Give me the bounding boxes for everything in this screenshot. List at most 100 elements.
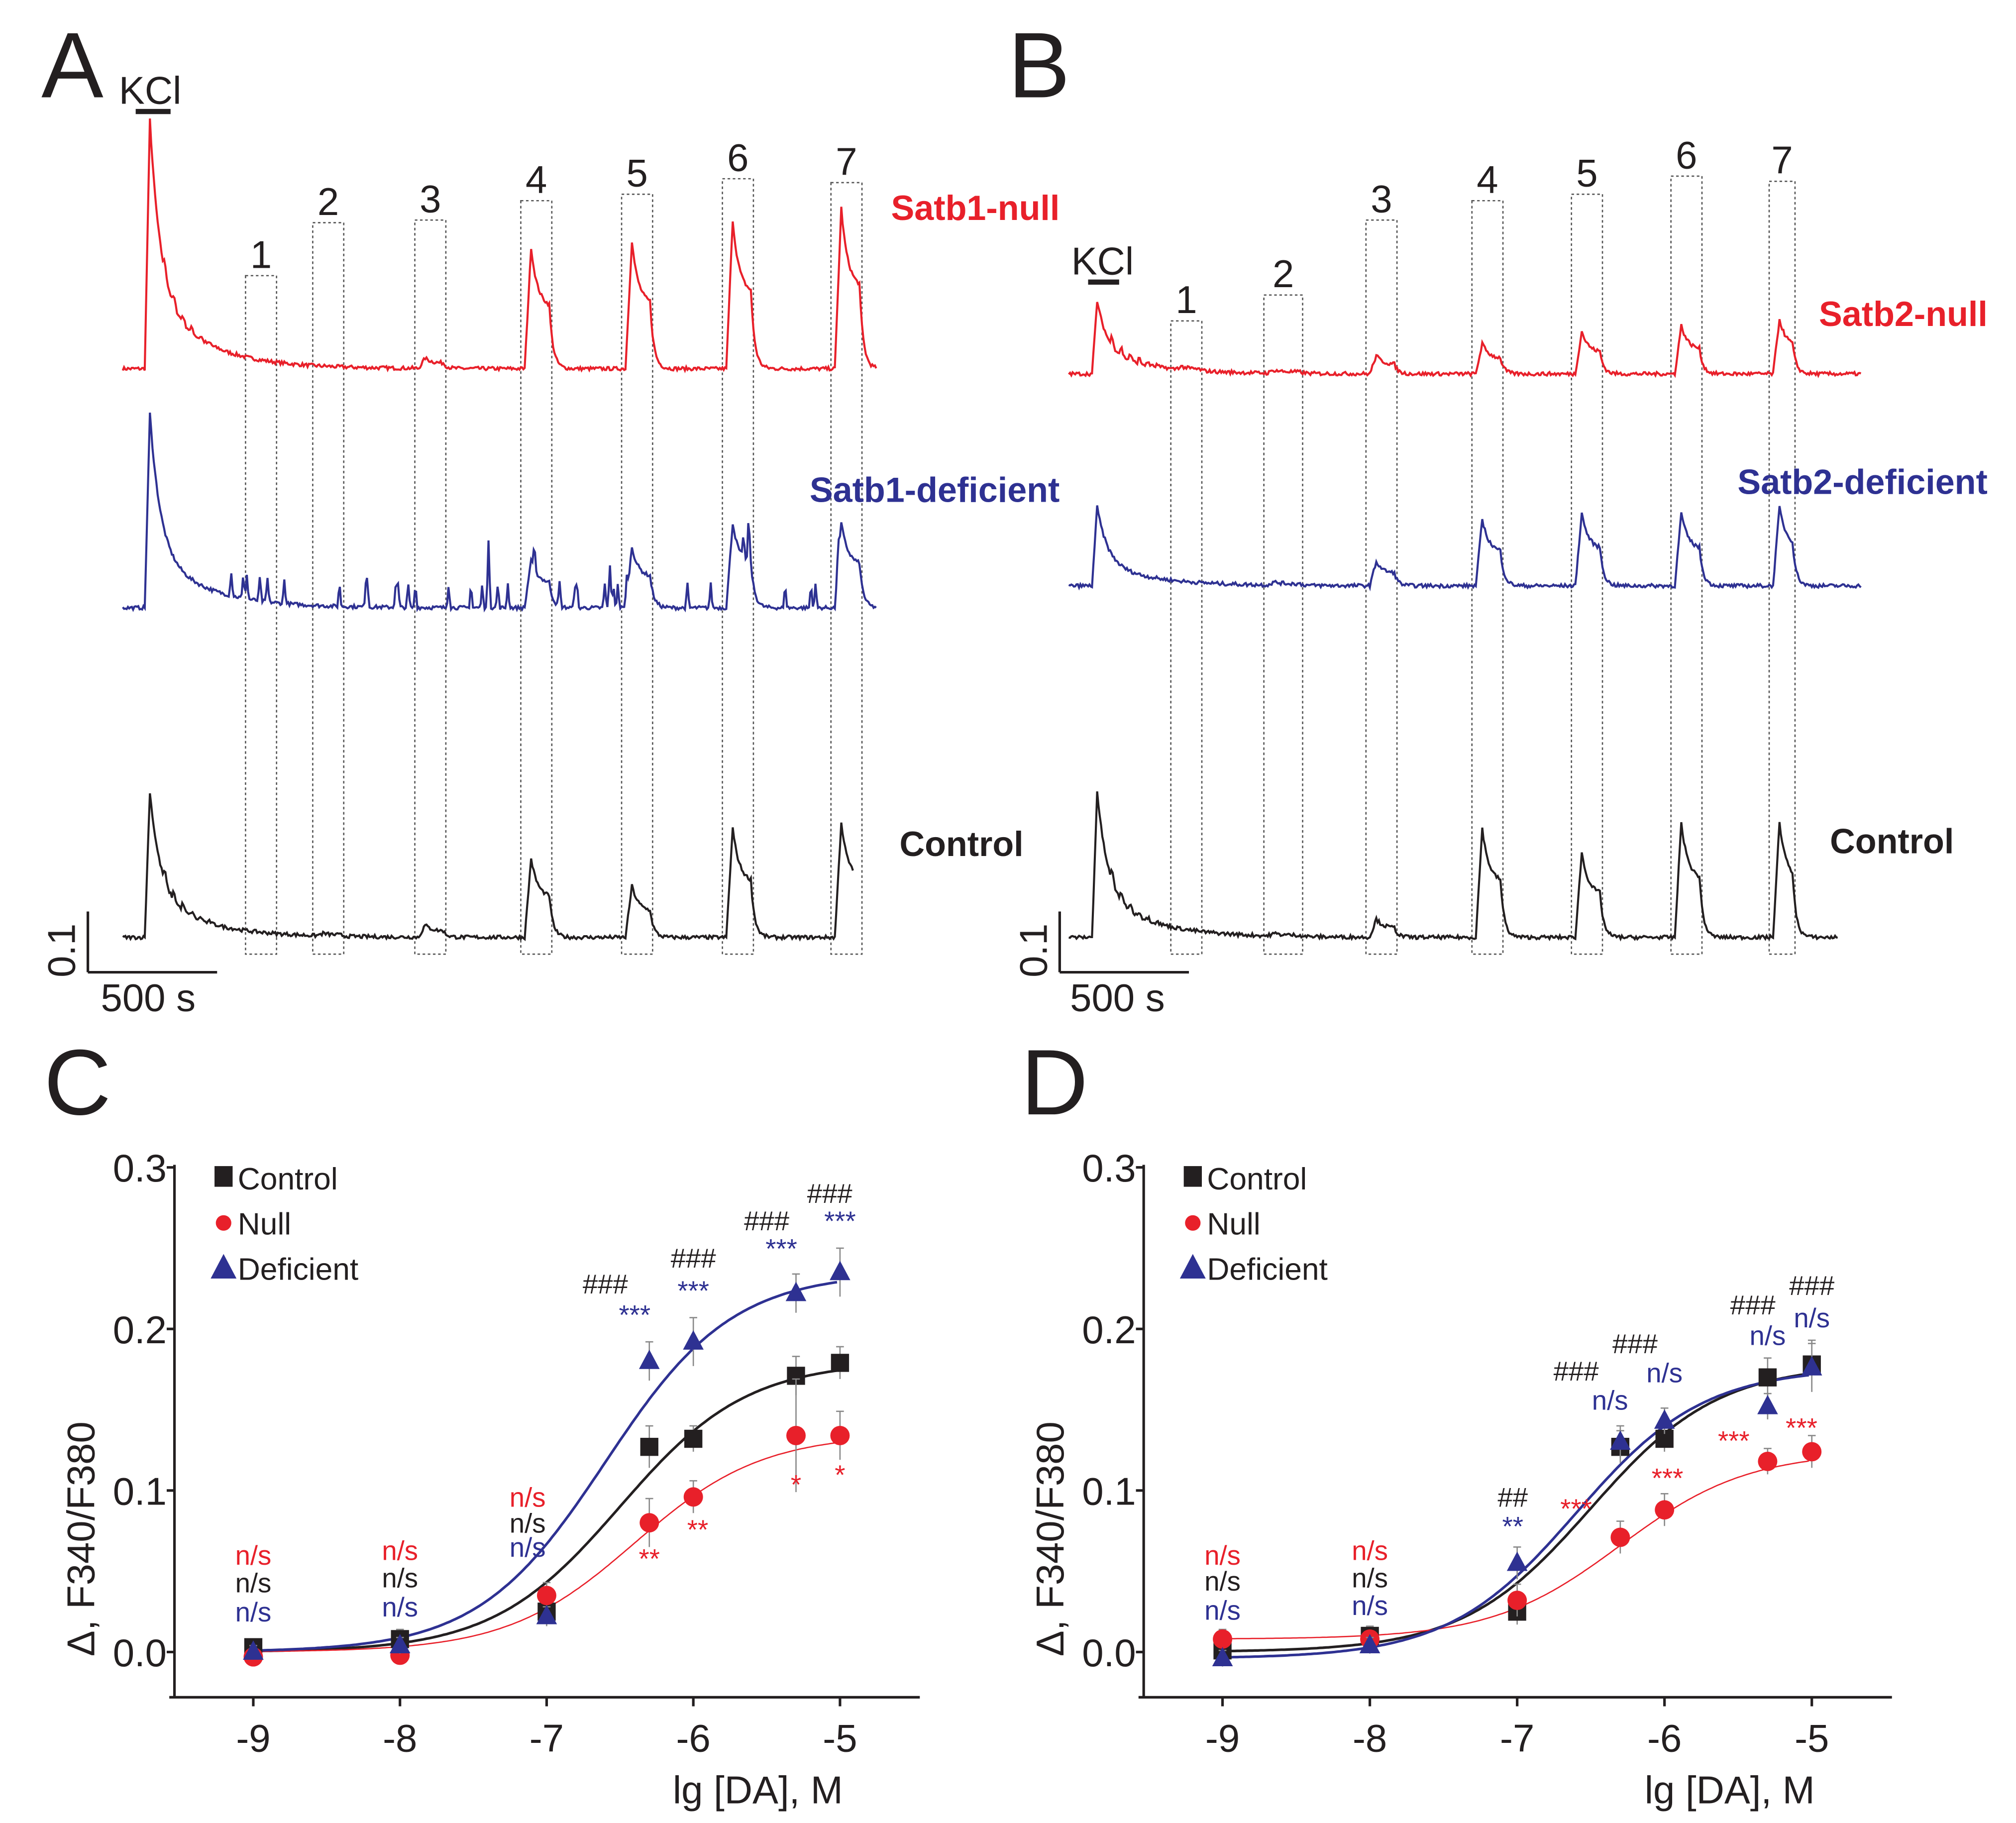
data-point-null <box>830 1426 850 1445</box>
data-point-null <box>1758 1451 1778 1471</box>
window-label: 7 <box>836 139 857 183</box>
significance-annotation: ### <box>1730 1290 1776 1320</box>
trace-satb2-null <box>1068 302 1862 378</box>
kcl-label: KCl <box>119 69 182 112</box>
significance-annotation: n/s <box>1750 1321 1786 1351</box>
legend-label: Deficient <box>238 1253 358 1287</box>
panel-letter-c: C <box>44 1030 111 1134</box>
data-point-null <box>786 1426 806 1445</box>
significance-annotation: n/s <box>1592 1386 1628 1416</box>
data-point-null <box>683 1487 703 1507</box>
panel-letter-b: B <box>1008 13 1070 117</box>
window-label: 7 <box>1771 138 1793 182</box>
significance-annotation: ### <box>1789 1271 1835 1301</box>
y-tick-label: 0.2 <box>1082 1308 1136 1352</box>
legend-circle-icon <box>215 1215 231 1231</box>
trace-satb2-deficient <box>1068 505 1862 592</box>
x-axis-label: lg [DA], M <box>673 1768 843 1812</box>
x-tick-label: -9 <box>236 1716 270 1760</box>
significance-annotation: ## <box>1497 1482 1528 1512</box>
x-tick-label: -8 <box>383 1716 417 1760</box>
y-tick-label: 0.2 <box>113 1308 167 1352</box>
significance-annotation: n/s <box>235 1568 272 1598</box>
scale-bar: 0.1 500 s <box>1011 911 1189 1019</box>
stimulus-window-4 <box>1471 200 1504 955</box>
data-point-deficient <box>243 1640 264 1660</box>
data-point-deficient <box>1757 1394 1778 1414</box>
panel-d-dose-response: D 0.0 0.1 0.2 0.3 -9 -8 -7 -6 -5 lg [DA], M Δ, F34… <box>1021 1030 1892 1812</box>
data-point-null <box>639 1513 659 1533</box>
window-label: 5 <box>1576 151 1597 195</box>
data-point-deficient <box>830 1261 850 1281</box>
significance-annotation: *** <box>824 1206 856 1236</box>
x-axis-label: lg [DA], M <box>1645 1768 1815 1812</box>
y-tick-label: 0.1 <box>1082 1469 1136 1513</box>
window-label: 6 <box>1676 133 1697 177</box>
significance-annotation: *** <box>1786 1413 1817 1443</box>
data-point-null <box>536 1586 556 1606</box>
significance-annotation: ### <box>1554 1356 1599 1387</box>
window-label: 3 <box>1371 177 1392 221</box>
scale-x-label: 500 s <box>101 975 196 1019</box>
window-label: 6 <box>727 136 748 180</box>
significance-annotation: *** <box>619 1300 650 1330</box>
significance-annotation: n/s <box>382 1535 418 1566</box>
data-point-deficient <box>536 1605 557 1624</box>
significance-annotation: ### <box>807 1179 853 1209</box>
data-point-deficient <box>1359 1634 1380 1654</box>
significance-annotation: n/s <box>1204 1596 1241 1626</box>
stimulus-window-1 <box>1170 320 1203 955</box>
legend-label: Deficient <box>1207 1253 1327 1287</box>
window-label: 1 <box>250 232 272 276</box>
significance-annotation: * <box>835 1460 845 1490</box>
significance-annotation: n/s <box>382 1592 418 1622</box>
y-tick-label: 0.3 <box>1082 1146 1136 1190</box>
legend-square-icon <box>214 1166 233 1187</box>
fit-curve-control <box>253 1369 838 1653</box>
y-tick-label: 0.3 <box>113 1146 167 1190</box>
panel-c-dose-response: C 0.0 0.1 0.2 0.3 -9 -8 -7 -6 -5 lg [DA], M Δ, F34… <box>44 1030 920 1812</box>
x-tick-label: -7 <box>1500 1716 1534 1760</box>
fit-curve-deficient <box>1222 1374 1809 1659</box>
data-point-deficient <box>1506 1551 1528 1571</box>
legend-square-icon <box>1183 1166 1202 1187</box>
significance-annotation: n/s <box>1352 1591 1388 1621</box>
significance-annotation: *** <box>677 1276 709 1306</box>
panel-a-traces: A KCl 0.1 500 s 1 2 3 4 5 6 7 Satb1-null Satb1-d… <box>40 13 1060 1020</box>
trace-satb1-null <box>121 118 877 374</box>
stimulus-window-2 <box>1263 294 1303 955</box>
y-tick-label: 0.0 <box>113 1631 167 1675</box>
significance-annotation: ### <box>744 1206 790 1236</box>
stimulus-window-3 <box>414 219 447 955</box>
significance-annotation: *** <box>1718 1426 1750 1456</box>
trace-label: Control <box>899 825 1023 863</box>
legend-circle-icon <box>1185 1215 1201 1231</box>
x-tick-label: -5 <box>823 1716 857 1760</box>
scale-y-label: 0.1 <box>40 924 84 977</box>
trace-label: Control <box>1830 822 1954 861</box>
data-point-control <box>640 1438 658 1456</box>
panel-letter-d: D <box>1021 1030 1088 1134</box>
window-label: 1 <box>1175 278 1197 322</box>
y-tick-label: 0.1 <box>113 1469 167 1513</box>
significance-annotation: *** <box>765 1233 797 1264</box>
stimulus-window-7 <box>830 182 863 955</box>
y-axis-label: Δ, F340/F380 <box>59 1421 103 1656</box>
legend-label: Null <box>238 1207 291 1242</box>
scale-x-label: 500 s <box>1070 975 1165 1019</box>
window-label: 5 <box>627 151 648 195</box>
significance-annotation: n/s <box>1352 1563 1388 1594</box>
stimulus-window-4 <box>520 200 553 955</box>
legend-triangle-icon <box>1179 1254 1206 1279</box>
trace-label: Satb2-null <box>1819 295 1988 333</box>
window-label: 2 <box>1273 252 1294 296</box>
significance-annotation: ### <box>583 1269 629 1299</box>
significance-annotation: *** <box>1652 1463 1684 1493</box>
significance-annotation: n/s <box>1646 1358 1683 1388</box>
data-point-deficient <box>1654 1409 1675 1429</box>
scale-bar: 0.1 500 s <box>40 911 217 1019</box>
legend-label: Null <box>1207 1207 1260 1242</box>
x-tick-label: -6 <box>1647 1716 1682 1760</box>
panel-letter-a: A <box>41 13 104 117</box>
